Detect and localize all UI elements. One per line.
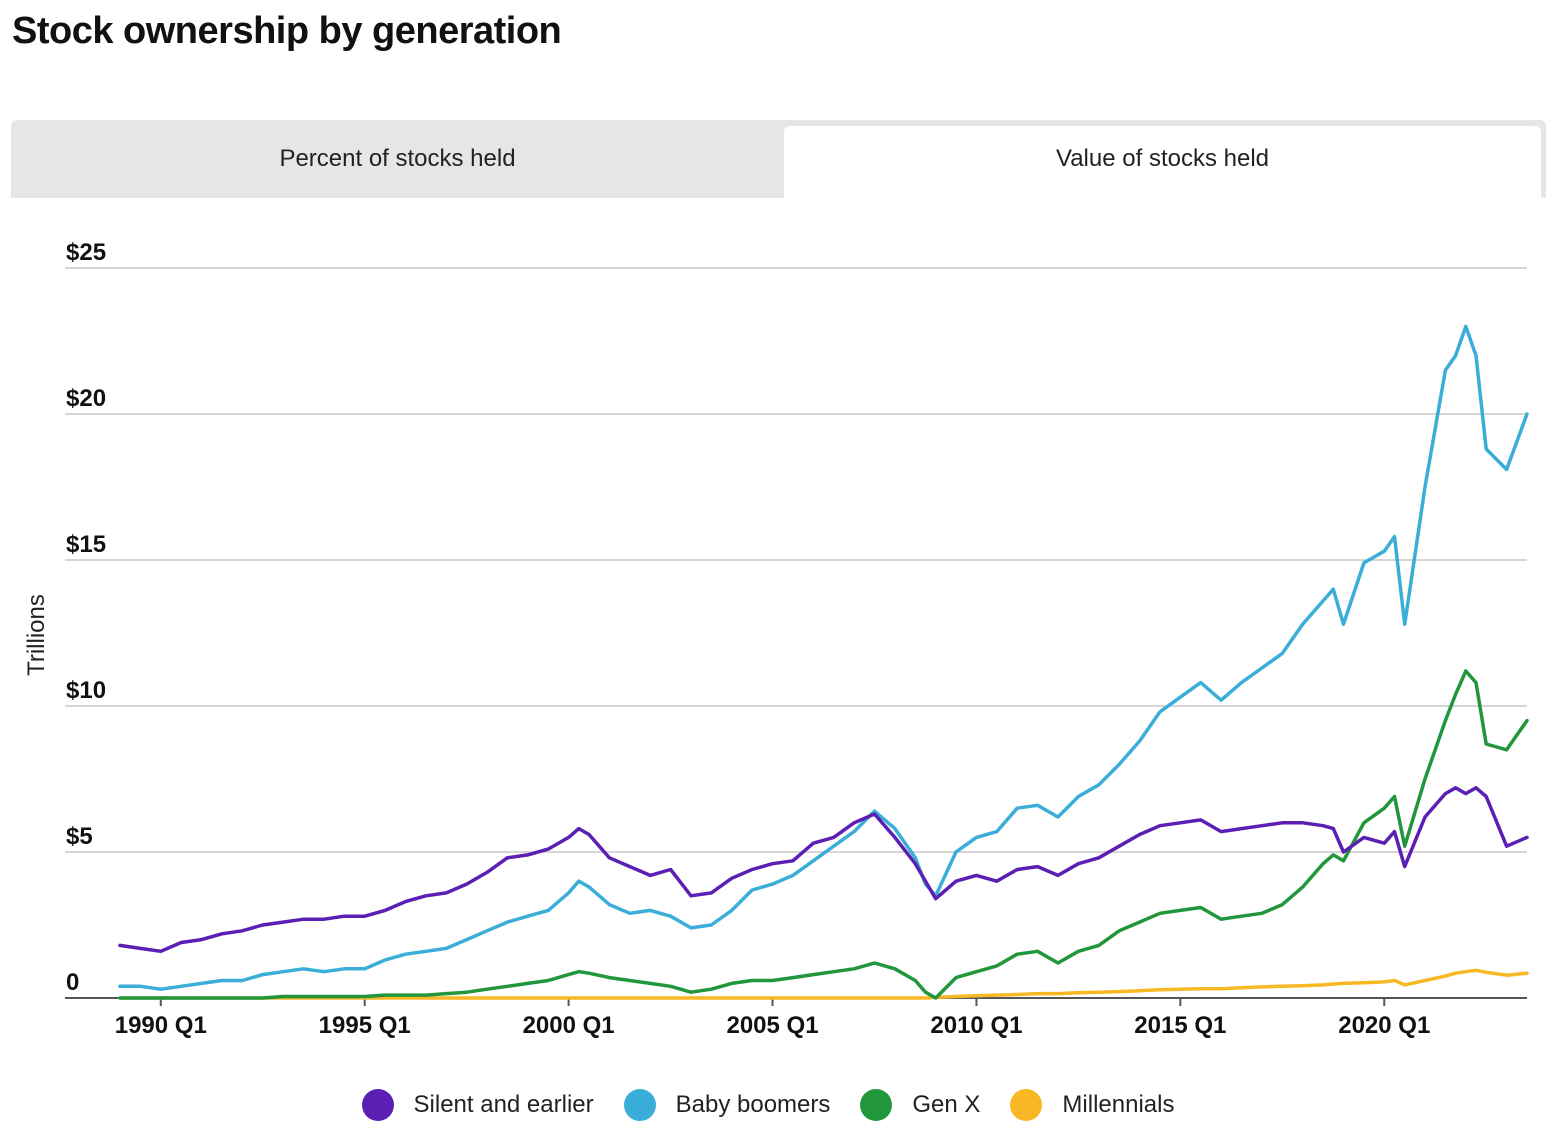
series-line-gen-x[interactable] [118,669,1529,1000]
legend-label: Silent and earlier [413,1091,594,1118]
legend-swatch [361,1089,394,1121]
x-tick-label: 2000 Q1 [523,1012,615,1039]
y-axis-label: Trillions [23,594,50,676]
y-tick-label: $25 [66,239,106,266]
x-tick-label: 1990 Q1 [115,1012,207,1039]
legend-item-silent-and-earlier[interactable]: Silent and earlier [361,1089,604,1121]
y-tick-label: $15 [66,531,106,558]
x-tick-label: 2015 Q1 [1134,1012,1226,1039]
legend-item-millennials[interactable]: Millennials [1010,1089,1184,1121]
line-chart: 0 $5 $10 $15 $20 $25 1990 Q1 1995 Q1 2000 Q1 200… [23,239,1529,1039]
y-tick-label: $5 [66,823,93,850]
series-lines [118,324,1529,1000]
series-line-silent-and-earlier[interactable] [118,786,1529,954]
legend-swatch [623,1089,656,1121]
x-tick-label: 1995 Q1 [319,1012,411,1039]
legend-swatch [860,1089,893,1121]
legend-label: Baby boomers [675,1091,831,1118]
gridlines [65,267,1527,999]
y-tick-label: $10 [66,677,106,704]
tab-bar: Percent of stocks held Value of stocks h… [11,120,1546,198]
legend-label: Gen X [912,1091,981,1118]
x-axis-ticks: 1990 Q1 1995 Q1 2000 Q1 2005 Q1 2010 Q1 2015 … [115,998,1430,1039]
legend-item-baby-boomers[interactable]: Baby boomers [623,1089,841,1121]
legend-item-gen-x[interactable]: Gen X [860,1089,990,1121]
y-tick-label: 0 [66,969,79,996]
legend-swatch [1010,1089,1043,1121]
legend: Silent and earlier Baby boomers Gen X Mi… [0,1085,1546,1125]
x-tick-label: 2010 Q1 [930,1012,1022,1039]
tab-value-of-stocks-held[interactable]: Value of stocks held [784,126,1541,198]
y-axis-ticks: 0 $5 $10 $15 $20 $25 [66,239,106,996]
page-title: Stock ownership by generation [12,10,562,52]
x-tick-label: 2005 Q1 [726,1012,818,1039]
x-tick-label: 2020 Q1 [1338,1012,1430,1039]
tab-percent-of-stocks-held[interactable]: Percent of stocks held [279,145,516,172]
y-tick-label: $20 [66,385,106,412]
series-line-baby-boomers[interactable] [118,324,1529,991]
series-line-millennials[interactable] [118,968,1529,1000]
legend-label: Millennials [1062,1091,1175,1118]
